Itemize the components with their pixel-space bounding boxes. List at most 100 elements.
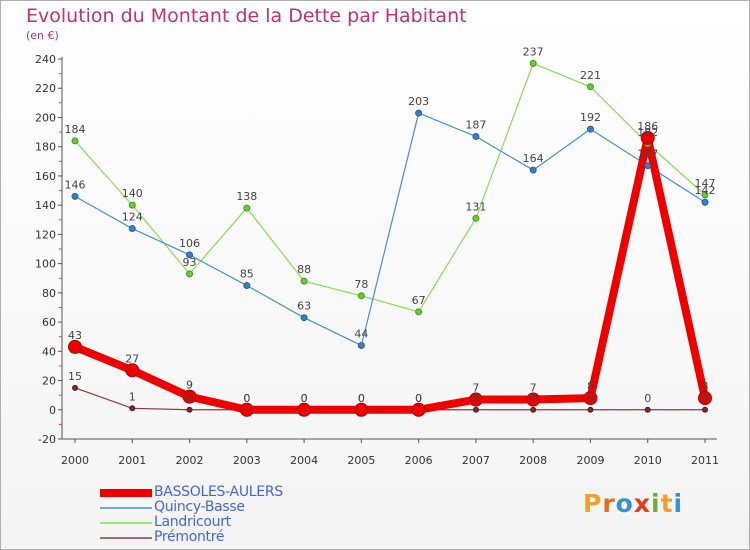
logo-letter: P bbox=[583, 489, 603, 518]
data-label: 7 bbox=[472, 382, 479, 395]
data-point bbox=[186, 406, 193, 413]
y-tick-label: 220 bbox=[35, 82, 56, 95]
data-label: 0 bbox=[301, 392, 308, 405]
data-label: 0 bbox=[186, 392, 193, 405]
legend-label: BASSOLES-AULERS bbox=[154, 484, 283, 500]
series-line-2 bbox=[74, 62, 706, 313]
data-label: 146 bbox=[65, 178, 86, 191]
data-point bbox=[411, 402, 426, 417]
data-point bbox=[415, 109, 423, 117]
data-point bbox=[644, 162, 652, 170]
chart-title: Evolution du Montant de la Dette par Hab… bbox=[26, 5, 467, 27]
y-tick-label: 0 bbox=[49, 404, 56, 417]
data-point bbox=[297, 402, 312, 417]
data-label: 131 bbox=[465, 200, 486, 213]
data-label: 8 bbox=[702, 380, 709, 393]
y-tick-label: 120 bbox=[35, 228, 56, 241]
x-tick-label: 2007 bbox=[462, 454, 490, 467]
x-tick-label: 2000 bbox=[61, 454, 89, 467]
data-label: 140 bbox=[122, 187, 143, 200]
data-point bbox=[357, 341, 365, 349]
y-tick-label: 160 bbox=[35, 170, 56, 183]
data-label: 0 bbox=[415, 392, 422, 405]
logo-letter: r bbox=[602, 489, 616, 518]
data-point bbox=[529, 166, 537, 174]
data-point bbox=[357, 292, 365, 300]
data-point bbox=[182, 389, 197, 404]
legend-label: Prémontré bbox=[154, 529, 225, 545]
data-point bbox=[472, 406, 479, 413]
data-point bbox=[586, 125, 594, 133]
data-point bbox=[129, 405, 136, 412]
data-point bbox=[300, 277, 308, 285]
data-label: 0 bbox=[530, 392, 537, 405]
legend-label: Quincy-Basse bbox=[154, 499, 245, 515]
y-tick-label: 40 bbox=[42, 345, 56, 358]
x-tick-label: 2001 bbox=[118, 454, 146, 467]
data-label: 142 bbox=[695, 184, 716, 197]
series-line-1 bbox=[74, 112, 706, 347]
data-label: 0 bbox=[358, 392, 365, 405]
y-tick-label: 80 bbox=[42, 287, 56, 300]
series-line-0 bbox=[71, 133, 709, 414]
data-label: 147 bbox=[695, 177, 716, 190]
x-tick-label: 2003 bbox=[233, 454, 261, 467]
data-point bbox=[71, 137, 79, 145]
data-label: 7 bbox=[530, 382, 537, 395]
x-tick-label: 2008 bbox=[519, 454, 547, 467]
data-label: 0 bbox=[243, 392, 250, 405]
data-label: 0 bbox=[301, 392, 308, 405]
logo-letter: i bbox=[673, 489, 684, 518]
data-label: 237 bbox=[523, 45, 544, 58]
data-label: 187 bbox=[465, 118, 486, 131]
data-point bbox=[186, 270, 194, 278]
data-point bbox=[472, 132, 480, 140]
data-point bbox=[415, 308, 423, 316]
data-point bbox=[71, 192, 79, 200]
x-tick-label: 2011 bbox=[691, 454, 719, 467]
data-label: 8 bbox=[587, 380, 594, 393]
data-point bbox=[128, 201, 136, 209]
data-point bbox=[125, 363, 140, 378]
data-label: 192 bbox=[580, 111, 601, 124]
data-label: 0 bbox=[472, 392, 479, 405]
data-label: 0 bbox=[358, 392, 365, 405]
logo-letter: t bbox=[660, 489, 674, 518]
data-label: 124 bbox=[122, 211, 143, 224]
data-point bbox=[529, 59, 537, 67]
data-label: 67 bbox=[412, 294, 426, 307]
data-point bbox=[583, 391, 598, 406]
data-label: 186 bbox=[637, 120, 658, 133]
y-tick-label: 200 bbox=[35, 111, 56, 124]
data-point bbox=[644, 406, 651, 413]
proxiti-logo: Proxiti bbox=[583, 489, 683, 518]
y-tick-label: 60 bbox=[42, 316, 56, 329]
data-point bbox=[526, 392, 541, 407]
data-label: 44 bbox=[354, 327, 368, 340]
logo-letter: x bbox=[633, 489, 651, 518]
y-tick-label: 180 bbox=[35, 141, 56, 154]
data-point bbox=[530, 406, 537, 413]
data-label: 138 bbox=[236, 190, 257, 203]
x-tick-label: 2006 bbox=[405, 454, 433, 467]
data-label: 164 bbox=[523, 152, 544, 165]
data-label: 43 bbox=[68, 329, 82, 342]
data-label: 0 bbox=[644, 392, 651, 405]
data-label: 182 bbox=[637, 126, 658, 139]
data-point bbox=[239, 402, 254, 417]
logo-letter: i bbox=[651, 489, 661, 518]
data-label: 1 bbox=[129, 390, 136, 403]
data-point bbox=[186, 251, 194, 259]
data-point bbox=[702, 406, 708, 413]
data-label: 63 bbox=[297, 300, 311, 313]
x-tick-label: 2004 bbox=[290, 454, 318, 467]
data-point bbox=[300, 314, 308, 322]
data-label: 0 bbox=[243, 392, 250, 405]
x-tick-label: 2009 bbox=[576, 454, 604, 467]
data-point bbox=[586, 83, 594, 91]
y-tick-label: 240 bbox=[35, 53, 56, 66]
x-tick-label: 2005 bbox=[347, 454, 375, 467]
data-point bbox=[243, 282, 251, 290]
data-point bbox=[128, 225, 136, 233]
